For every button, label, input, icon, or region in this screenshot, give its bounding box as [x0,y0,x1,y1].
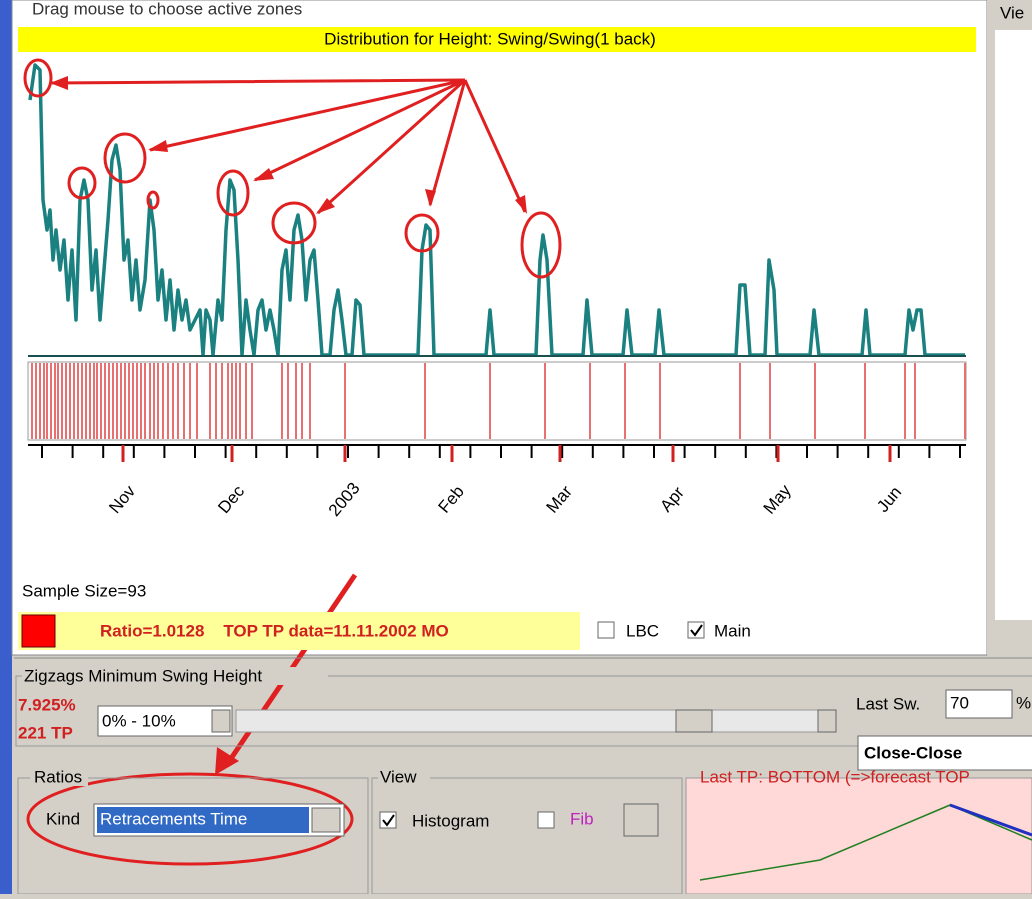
last-tp-title: Last TP: BOTTOM (=>forecast TOP [700,767,970,786]
slider-thumb[interactable] [675,709,713,733]
kind-dropdown[interactable] [311,807,341,833]
chart-button[interactable] [623,803,659,837]
sample-size: Sample Size=93 [22,581,146,600]
mode-select[interactable] [857,735,1032,771]
zigzag-title: Zigzags Minimum Swing Height [24,666,262,685]
ratios-title: Ratios [34,767,82,786]
arrow-heads [50,76,527,775]
kind-label: Kind [46,809,80,828]
status-text: Ratio=1.0128 TOP TP data=11.11.2002 MO [100,621,449,640]
main-panel [11,0,988,656]
ratios-title-bg [30,768,88,786]
last-tp-panel [685,777,1032,895]
last-sw-label: Last Sw. [856,694,920,713]
range-select[interactable] [97,705,233,737]
hint: Drag mouse to choose active zones [32,0,302,18]
fib-checkbox[interactable] [537,811,555,829]
slider-right[interactable] [817,709,837,733]
ticks [41,445,961,462]
main-checkbox[interactable] [687,621,705,639]
main-label: Main [714,621,751,640]
side-view [995,30,1032,620]
mini-chart [699,804,1032,881]
mini-trend [949,803,1032,837]
histogram-label: Histogram [412,811,489,830]
view-title-bg [378,768,430,786]
fib-label: Fib [570,809,594,828]
last-sw-unit: % [1016,693,1031,712]
lbc-checkbox[interactable] [597,621,615,639]
check [382,814,395,827]
lbc-label: LBC [626,621,659,640]
side-title: Vie [1000,3,1024,22]
range-dropdown[interactable] [211,709,231,733]
range-value: 0% - 10% [102,711,176,730]
status-bar [18,612,580,650]
last-sw-spin[interactable] [945,689,1013,719]
zigzag-title-bg [22,667,328,685]
kind-value: Retracements Time [100,809,247,828]
kind-highlight [97,807,309,833]
histogram-checkbox[interactable] [379,811,397,829]
zone-lines [31,363,966,439]
left-edge [0,0,12,894]
zigzag-tp: 221 TP [18,723,73,742]
last-sw-value: 70 [950,693,969,712]
color-swatch[interactable] [21,614,56,648]
check [690,624,703,637]
view-title: View [380,767,417,786]
mode-value: Close-Close [864,743,962,762]
title-bar [18,27,976,52]
zigzag-group [15,675,1032,747]
slider-track[interactable] [235,709,837,733]
chart-title: Distribution for Height: Swing/Swing(1 b… [324,29,656,48]
zigzag-percent: 7.925% [18,695,76,714]
